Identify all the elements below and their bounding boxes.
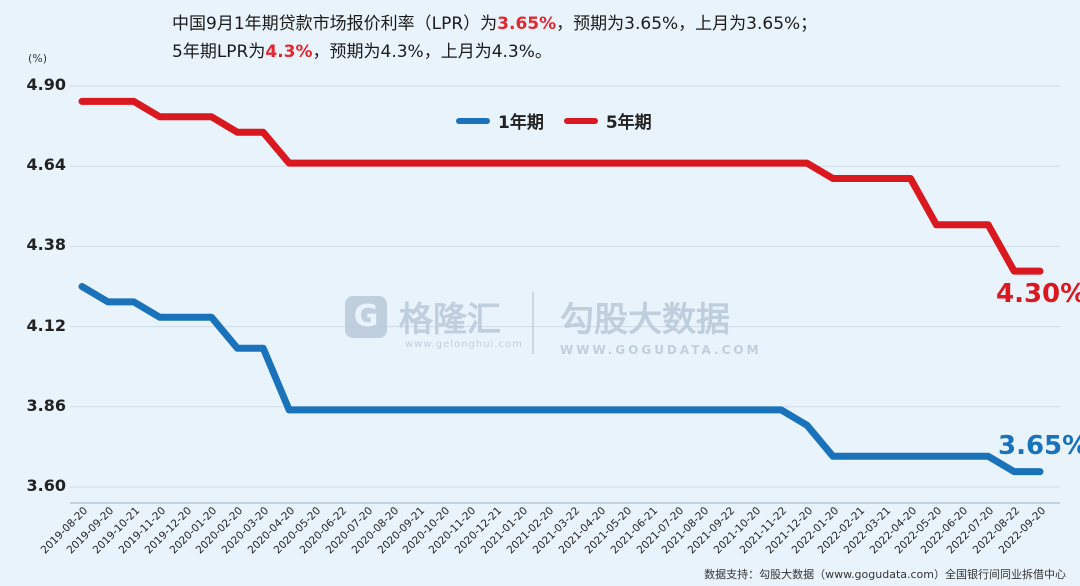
headline-5y-expectation: ，预期为4.3%，上月为4.3%。 [312,42,552,62]
headline-5y-text: 5年期LPR为 [172,42,266,62]
legend-item-5y: 5年期 [563,108,652,133]
watermark-gogudata-text: 勾股大数据 [560,300,730,340]
watermark-divider [532,292,534,354]
watermark-gelonghui-text: 格隆汇 [398,300,501,340]
watermark-gogudata: 勾股大数据 WWW.GOGUDATA.COM [560,292,762,357]
legend-swatch-1y [456,117,490,124]
y-tick-label: 4.38 [26,235,66,255]
end-label-5y: 4.30% [996,279,1080,309]
data-source: 数据支持：勾股大数据（www.gogudata.com）全国银行间同业拆借中心 [704,568,1066,581]
legend-label-1y: 1年期 [498,113,544,133]
headline-1y-text: 中国9月1年期贷款市场报价利率（LPR）为 [172,14,498,34]
series-line-5y [78,97,1044,275]
y-tick-label: 4.12 [26,315,66,335]
legend-swatch-5y [563,117,598,124]
chart-legend: 1年期 5年期 [456,108,662,133]
headline-line-2: 5年期LPR为4.3%，预期为4.3%，上月为4.3%。 [172,38,817,66]
legend-label-5y: 5年期 [605,113,652,133]
end-label-1y: 3.65% [998,431,1080,461]
series-line-1y [78,283,1044,476]
legend-item-1y: 1年期 [456,108,544,133]
headline-5y-rate: 4.3% [265,42,313,62]
y-tick-label: 4.90 [26,75,66,94]
chart-headline: 中国9月1年期贷款市场报价利率（LPR）为3.65%，预期为3.65%，上月为3… [172,10,817,66]
headline-1y-rate: 3.65% [497,14,557,34]
headline-line-1: 中国9月1年期贷款市场报价利率（LPR）为3.65%，预期为3.65%，上月为3… [172,10,817,38]
y-axis-unit: (%) [28,52,48,65]
watermark-gogudata-url: WWW.GOGUDATA.COM [560,343,762,357]
headline-1y-expectation: ，预期为3.65%，上月为3.65%； [556,14,818,34]
y-tick-label: 3.60 [26,476,66,495]
watermark-gelonghui-logo: G [345,295,387,338]
y-tick-label: 4.64 [26,155,66,175]
y-tick-label: 3.86 [26,395,66,415]
watermark-gelonghui-url: www.gelonghui.com [405,339,523,350]
watermark-gelonghui: G 格隆汇 www.gelonghui.com [345,292,523,350]
